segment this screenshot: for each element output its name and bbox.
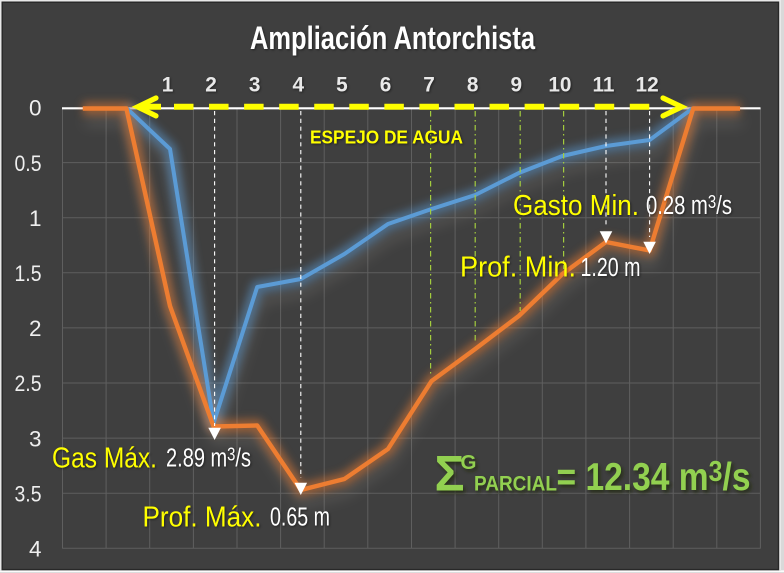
svg-text:Prof. Min.: Prof. Min.: [460, 252, 576, 284]
svg-text:0.65 m: 0.65 m: [270, 504, 330, 532]
svg-text:Σ: Σ: [435, 446, 465, 502]
svg-text:1: 1: [29, 206, 42, 231]
svg-text:5: 5: [336, 74, 348, 97]
svg-text:ESPEJO DE AGUA: ESPEJO DE AGUA: [310, 127, 463, 148]
svg-text:Prof. Máx.: Prof. Máx.: [143, 502, 262, 534]
svg-text:6: 6: [380, 74, 392, 97]
svg-text:11: 11: [593, 74, 615, 97]
svg-text:2: 2: [205, 74, 217, 97]
svg-text:G: G: [463, 454, 479, 477]
svg-text:2.89 m3/s: 2.89 m3/s: [166, 444, 251, 473]
svg-text:10: 10: [548, 74, 571, 97]
svg-text:1.20 m: 1.20 m: [581, 254, 641, 282]
svg-text:PARCIAL: PARCIAL: [476, 474, 559, 498]
svg-text:8: 8: [467, 74, 479, 97]
svg-text:3: 3: [29, 426, 42, 451]
svg-text:12: 12: [636, 74, 659, 97]
svg-text:1.5: 1.5: [15, 261, 42, 286]
svg-text:2.5: 2.5: [15, 371, 42, 396]
svg-text:3: 3: [249, 74, 261, 97]
svg-text:9: 9: [511, 74, 523, 97]
svg-text:0: 0: [29, 96, 42, 121]
svg-text:1: 1: [162, 74, 174, 97]
svg-text:Gasto Min.: Gasto Min.: [513, 190, 639, 222]
svg-text:Ampliación Antorchista: Ampliación Antorchista: [250, 20, 535, 56]
svg-text:2: 2: [29, 316, 42, 341]
svg-text:4: 4: [29, 537, 42, 562]
svg-text:Gas Máx.: Gas Máx.: [52, 443, 157, 475]
svg-text:0.5: 0.5: [15, 151, 42, 176]
svg-text:4: 4: [293, 74, 305, 97]
svg-text:3.5: 3.5: [15, 481, 42, 506]
svg-text:0.28 m3/s: 0.28 m3/s: [646, 191, 732, 220]
svg-text:G: G: [461, 451, 477, 474]
svg-text:Σ: Σ: [437, 448, 467, 504]
svg-text:PARCIAL: PARCIAL: [474, 472, 557, 496]
svg-text:7: 7: [423, 74, 435, 97]
